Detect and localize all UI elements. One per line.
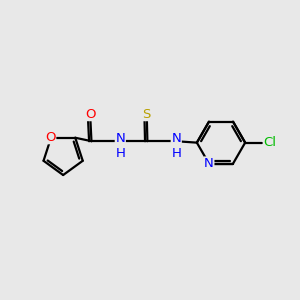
Text: N: N: [204, 157, 214, 170]
Text: N
H: N H: [116, 132, 125, 160]
Text: O: O: [45, 131, 56, 144]
Text: N
H: N H: [171, 132, 181, 160]
Text: O: O: [85, 108, 95, 121]
Text: Cl: Cl: [263, 136, 276, 149]
Text: S: S: [142, 108, 151, 121]
